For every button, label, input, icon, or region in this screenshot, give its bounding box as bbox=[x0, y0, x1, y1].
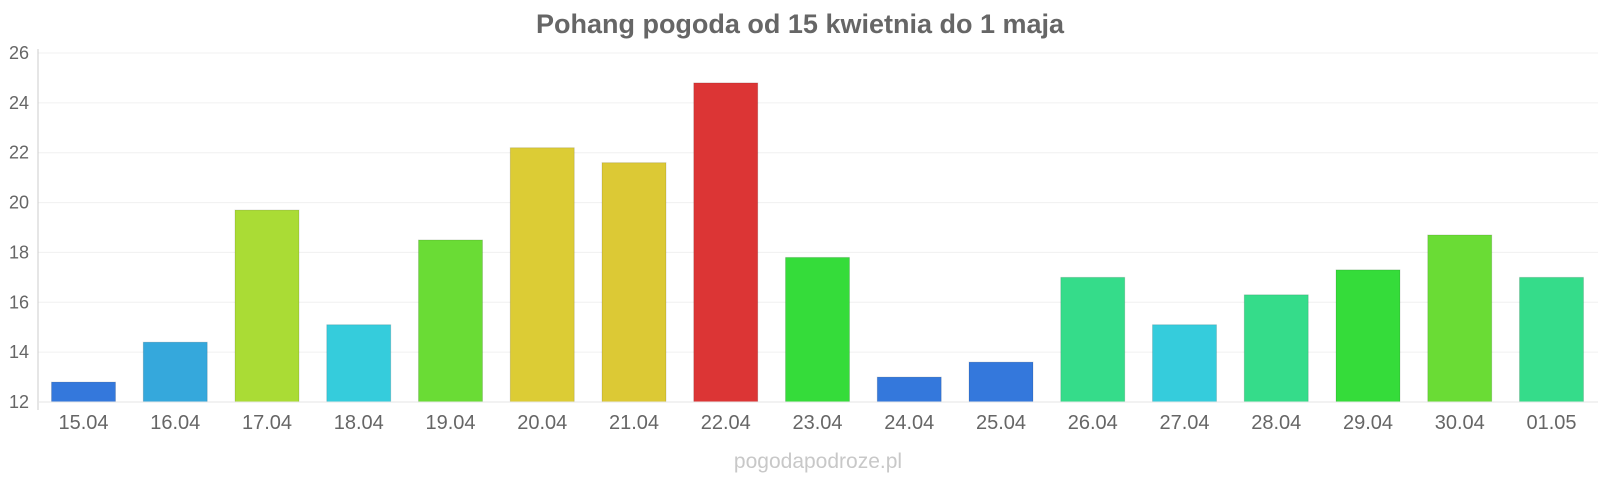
x-tick-label: 17.04 bbox=[242, 412, 292, 434]
x-tick-label: 16.04 bbox=[150, 412, 200, 434]
y-tick-label: 24 bbox=[9, 93, 29, 113]
x-axis: 15.04 16.04 17.04 18.04 19.04 20.04 21.04 22.04… bbox=[38, 401, 1598, 434]
x-tick-label: 28.04 bbox=[1251, 412, 1301, 434]
bar-25-04[interactable] bbox=[968, 361, 1034, 403]
x-tick-label: 26.04 bbox=[1068, 412, 1118, 434]
x-tick-label: 27.04 bbox=[1159, 412, 1209, 434]
chart-title: Pohang pogoda od 15 kwietnia do 1 maja bbox=[536, 9, 1065, 39]
x-tick-label: 25.04 bbox=[976, 412, 1026, 434]
x-tick-label: 23.04 bbox=[792, 412, 842, 434]
bar-24-04[interactable] bbox=[876, 376, 942, 403]
y-tick-label: 22 bbox=[9, 143, 29, 163]
watermark: pogodapodroze.pl bbox=[734, 450, 902, 473]
y-tick-label: 12 bbox=[9, 392, 29, 412]
x-tick-label: 30.04 bbox=[1435, 412, 1485, 434]
bar-17-04[interactable] bbox=[234, 209, 300, 403]
bar-15-04[interactable] bbox=[51, 381, 116, 403]
bar-19-04[interactable] bbox=[418, 239, 483, 403]
bar-27-04[interactable] bbox=[1152, 324, 1217, 403]
x-tick-label: 22.04 bbox=[701, 412, 751, 434]
x-tick-label: 29.04 bbox=[1343, 412, 1393, 434]
bar-26-04[interactable] bbox=[1060, 276, 1126, 403]
bar-29-04[interactable] bbox=[1335, 269, 1401, 403]
y-axis: 12 14 16 18 20 22 24 26 bbox=[9, 43, 39, 412]
y-tick-label: 18 bbox=[9, 242, 29, 262]
bar-22-04[interactable] bbox=[693, 82, 759, 403]
y-tick-label: 14 bbox=[9, 342, 29, 362]
bar-01-05[interactable] bbox=[1519, 276, 1584, 403]
bar-23-04[interactable] bbox=[785, 256, 850, 403]
x-tick-label: 24.04 bbox=[884, 412, 934, 434]
x-tick-label: 18.04 bbox=[334, 412, 384, 434]
bar-28-04[interactable] bbox=[1243, 294, 1309, 403]
x-tick-label: 15.04 bbox=[58, 412, 108, 434]
bar-16-04[interactable] bbox=[142, 341, 208, 403]
y-tick-label: 16 bbox=[9, 292, 29, 312]
x-tick-label: 01.05 bbox=[1526, 412, 1576, 434]
bar-21-04[interactable] bbox=[601, 162, 667, 403]
bar-18-04[interactable] bbox=[326, 324, 392, 403]
bars bbox=[51, 82, 1584, 403]
x-tick-label: 21.04 bbox=[609, 412, 659, 434]
x-tick-label: 19.04 bbox=[425, 412, 475, 434]
y-tick-label: 20 bbox=[9, 193, 29, 213]
x-tick-label: 20.04 bbox=[517, 412, 567, 434]
bar-20-04[interactable] bbox=[509, 147, 575, 403]
bar-30-04[interactable] bbox=[1427, 234, 1493, 403]
y-tick-label: 26 bbox=[9, 43, 29, 63]
